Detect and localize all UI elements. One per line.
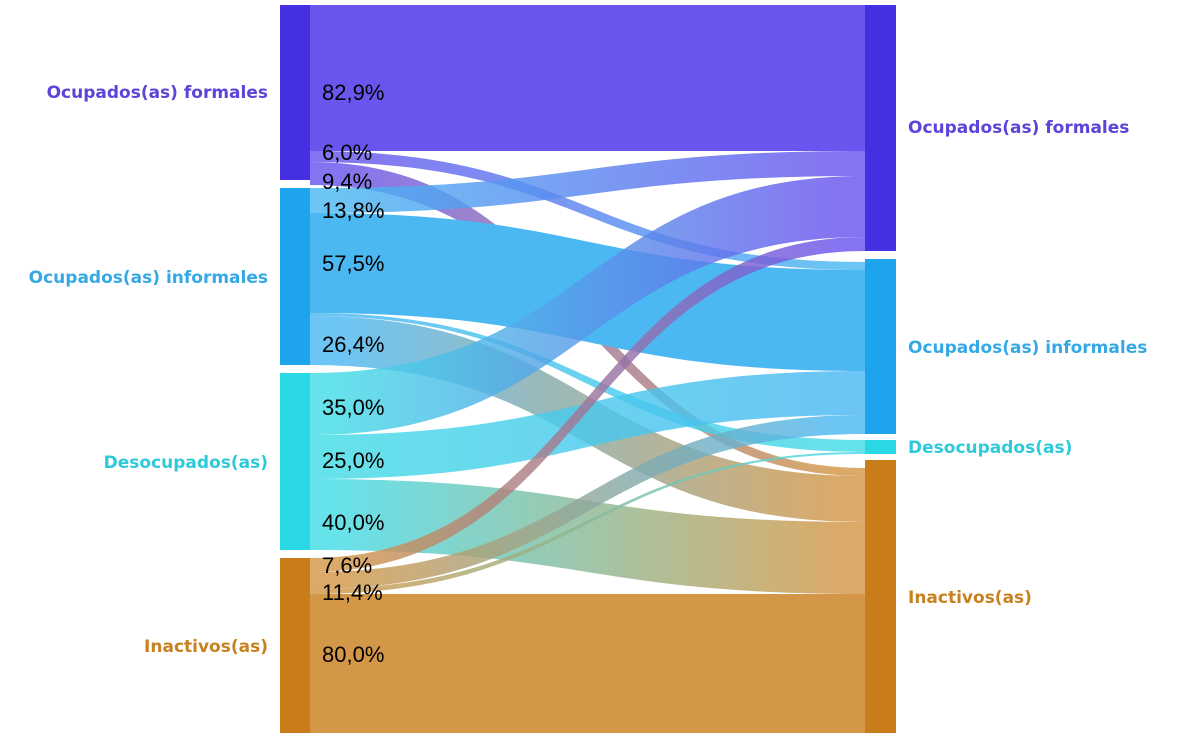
right-node-label-de: Desocupados(as): [908, 438, 1072, 458]
flow-in-to-of: [310, 237, 865, 572]
flow-de-to-of: [310, 176, 865, 435]
flow-de-to-oi: [310, 371, 865, 479]
flow-label-of-to-oi: 6,0%: [322, 140, 372, 165]
flow-label-oi-to-oi: 57,5%: [322, 251, 384, 276]
flow-in-to-de: [310, 452, 865, 594]
right-node-of: [865, 5, 896, 251]
flow-label-oi-to-in: 26,4%: [322, 332, 384, 357]
left-node-oi: [280, 188, 310, 365]
flow-label-of-to-in: 9,4%: [322, 169, 372, 194]
left-node-label-oi: Ocupados(as) informales: [29, 268, 268, 288]
flow-label-de-to-of: 35,0%: [322, 395, 384, 420]
flow-oi-to-of: [310, 151, 865, 213]
flow-label-in-to-in: 80,0%: [322, 642, 384, 667]
flow-in-to-oi: [310, 415, 865, 589]
nodes: [280, 5, 896, 733]
left-node-label-de: Desocupados(as): [104, 453, 268, 473]
flow-label-of-to-of: 82,9%: [322, 80, 384, 105]
left-node-in: [280, 558, 310, 733]
flow-of-to-of: [310, 5, 865, 151]
flow-de-to-in: [310, 479, 865, 594]
right-node-label-in: Inactivos(as): [908, 588, 1032, 608]
right-node-de: [865, 440, 896, 454]
flow-in-to-in: [310, 594, 865, 733]
left-node-de: [280, 373, 310, 550]
left-node-label-in: Inactivos(as): [144, 637, 268, 657]
flow-label-de-to-oi: 25,0%: [322, 448, 384, 473]
flow-label-oi-to-of: 13,8%: [322, 198, 384, 223]
flow-label-de-to-in: 40,0%: [322, 510, 384, 535]
labels: 82,9% 6,0% 9,4% 13,8% 57,5% 26,4% 35,0% 25,0% 40…: [29, 80, 1148, 667]
right-node-in: [865, 460, 896, 733]
flow-oi-to-de: [310, 313, 865, 452]
flow-label-in-to-oi: 11,4%: [322, 580, 383, 605]
flow-label-in-to-of: 7,6%: [322, 553, 372, 578]
flow-of-to-oi: [310, 151, 865, 270]
left-node-label-of: Ocupados(as) formales: [47, 83, 268, 103]
left-node-of: [280, 5, 310, 180]
flows: [310, 5, 865, 733]
right-node-oi: [865, 259, 896, 434]
right-node-label-oi: Ocupados(as) informales: [908, 338, 1147, 358]
right-node-label-of: Ocupados(as) formales: [908, 118, 1129, 138]
